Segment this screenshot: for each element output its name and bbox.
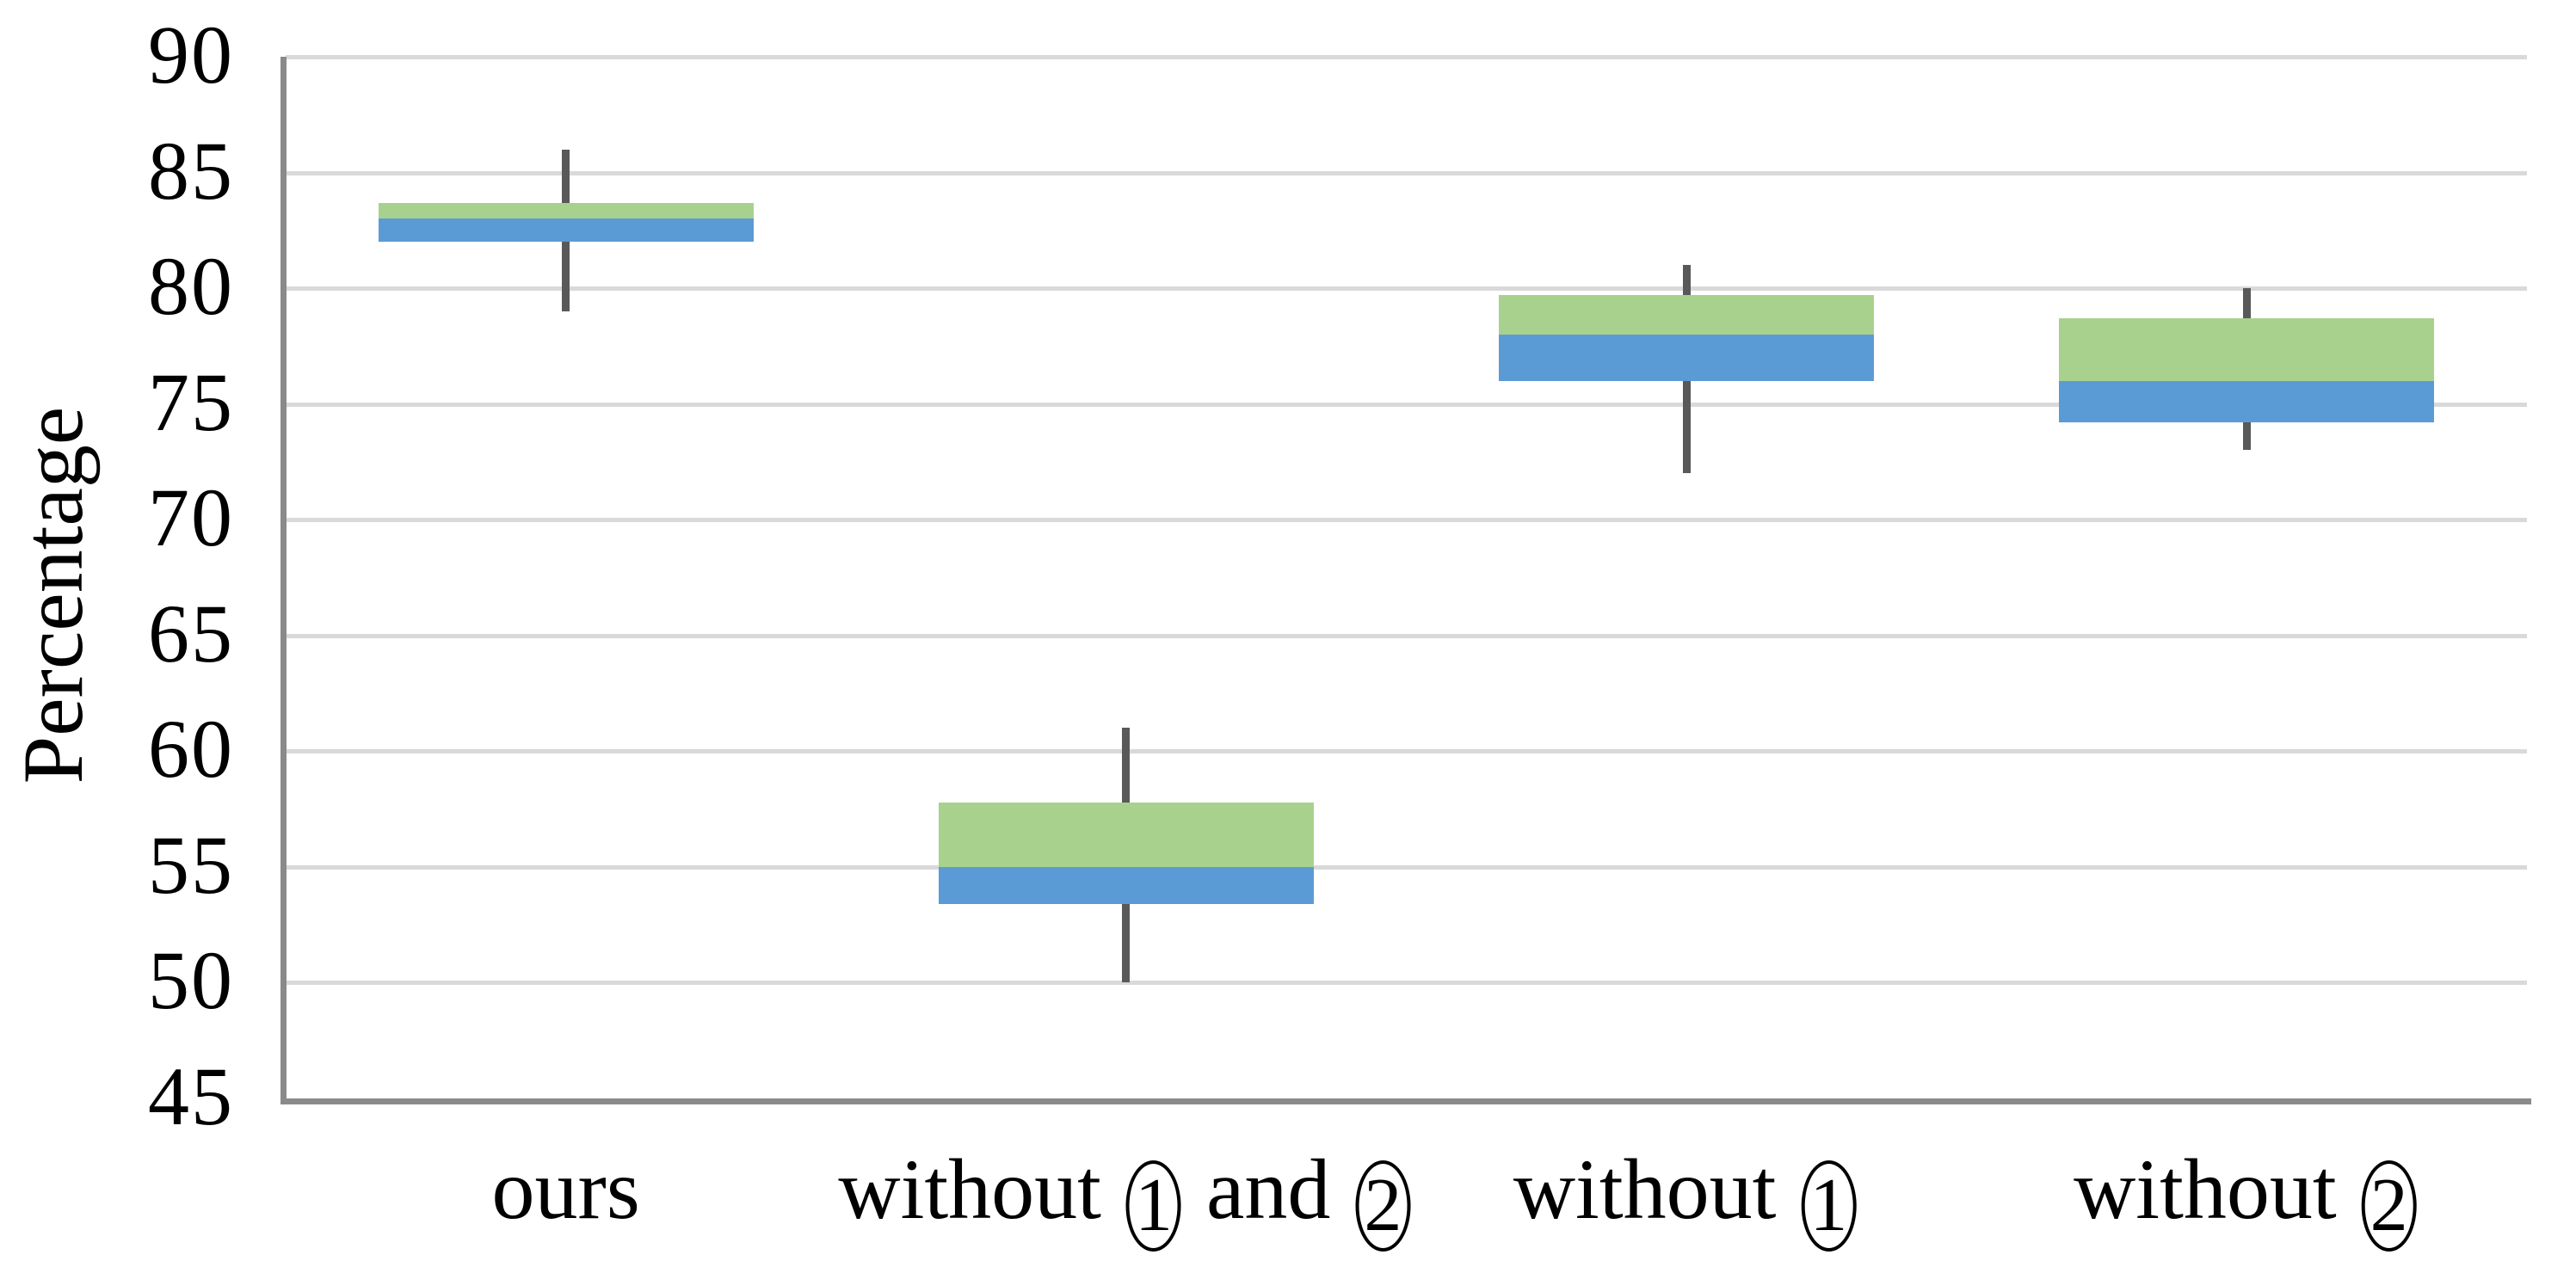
y-tick-label-45: 45 (148, 1050, 234, 1143)
circled-number-1: 1 (1125, 1160, 1181, 1252)
box-upper-green-3 (1499, 295, 1875, 335)
gridline-65 (286, 633, 2527, 638)
y-tick-label-65: 65 (148, 587, 234, 680)
box-lower-blue-4 (2059, 380, 2435, 423)
x-category-label-3: without 1 (1513, 1142, 1860, 1252)
circled-number-1: 1 (1801, 1160, 1857, 1252)
y-tick-label-55: 55 (148, 818, 234, 911)
gridline-55 (286, 864, 2527, 870)
x-axis-line (280, 1098, 2531, 1104)
gridline-50 (286, 981, 2527, 986)
y-tick-label-85: 85 (148, 124, 234, 217)
circled-number-2: 2 (1355, 1160, 1411, 1252)
y-axis-line (280, 57, 287, 1104)
label-text: without (838, 1141, 1123, 1237)
gridline-85 (286, 170, 2527, 175)
gridline-70 (286, 518, 2527, 523)
y-tick-label-50: 50 (148, 934, 234, 1027)
box-lower-blue-2 (938, 866, 1314, 904)
gridline-60 (286, 749, 2527, 754)
x-category-label-1: ours (492, 1142, 640, 1237)
label-text: without (2074, 1141, 2358, 1237)
circled-number-2: 2 (2361, 1160, 2417, 1252)
gridline-80 (286, 286, 2527, 292)
box-upper-green-2 (938, 802, 1314, 867)
label-text: ours (491, 1141, 640, 1237)
box-lower-blue-3 (1499, 334, 1875, 381)
x-category-label-4: without 2 (2074, 1142, 2420, 1252)
box-upper-green-1 (378, 202, 754, 219)
x-category-label-2: without 1 and 2 (838, 1142, 1414, 1252)
gridline-75 (286, 402, 2527, 407)
y-tick-label-70: 70 (148, 471, 234, 564)
y-tick-label-80: 80 (148, 240, 234, 333)
box-upper-green-4 (2059, 318, 2435, 381)
label-text: and (1184, 1141, 1353, 1237)
box-lower-blue-1 (378, 218, 754, 243)
y-tick-label-90: 90 (148, 9, 234, 101)
y-tick-label-75: 75 (148, 355, 234, 448)
y-tick-label-60: 60 (148, 703, 234, 796)
gridline-90 (286, 55, 2527, 59)
label-text: without (1513, 1141, 1798, 1237)
